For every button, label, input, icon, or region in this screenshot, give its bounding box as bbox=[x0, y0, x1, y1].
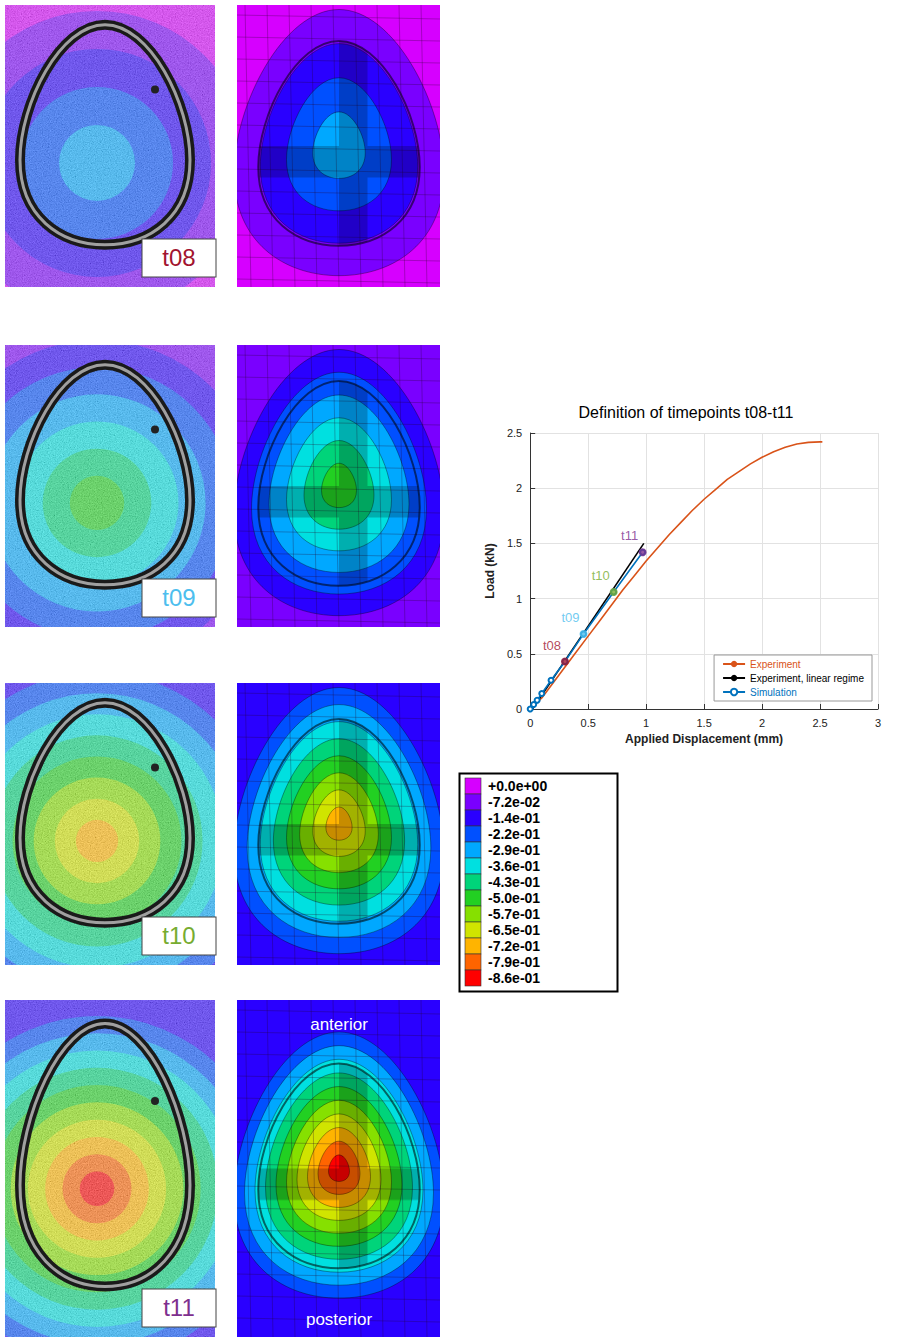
svg-text:t08: t08 bbox=[543, 638, 561, 653]
svg-text:Load (kN): Load (kN) bbox=[483, 543, 497, 598]
svg-text:-2.2e-01: -2.2e-01 bbox=[488, 826, 540, 842]
svg-text:Simulation: Simulation bbox=[750, 687, 797, 698]
svg-text:-7.2e-02: -7.2e-02 bbox=[488, 794, 540, 810]
svg-text:2: 2 bbox=[516, 482, 522, 494]
svg-text:t09: t09 bbox=[561, 610, 579, 625]
svg-text:-1.4e-01: -1.4e-01 bbox=[488, 810, 540, 826]
svg-text:Applied Displacement (mm): Applied Displacement (mm) bbox=[625, 732, 783, 746]
svg-text:-4.3e-01: -4.3e-01 bbox=[488, 874, 540, 890]
svg-text:1.5: 1.5 bbox=[696, 717, 711, 729]
svg-text:2.5: 2.5 bbox=[507, 427, 522, 439]
svg-text:Definition of timepoints t08-t: Definition of timepoints t08-t11 bbox=[579, 404, 794, 421]
svg-text:t10: t10 bbox=[592, 568, 610, 583]
svg-text:1: 1 bbox=[516, 593, 522, 605]
svg-text:1: 1 bbox=[643, 717, 649, 729]
svg-text:-5.7e-01: -5.7e-01 bbox=[488, 906, 540, 922]
svg-text:Experiment, linear regime: Experiment, linear regime bbox=[750, 673, 864, 684]
svg-text:-6.5e-01: -6.5e-01 bbox=[488, 922, 540, 938]
svg-text:t11: t11 bbox=[163, 1294, 195, 1321]
svg-text:0: 0 bbox=[527, 717, 533, 729]
svg-text:0: 0 bbox=[516, 703, 522, 715]
svg-text:1.5: 1.5 bbox=[507, 537, 522, 549]
svg-text:posterior: posterior bbox=[306, 1310, 372, 1329]
svg-text:-7.9e-01: -7.9e-01 bbox=[488, 954, 540, 970]
svg-text:Experiment: Experiment bbox=[750, 659, 801, 670]
svg-text:t09: t09 bbox=[162, 584, 195, 611]
svg-text:+0.0e+00: +0.0e+00 bbox=[488, 778, 547, 794]
svg-text:t10: t10 bbox=[162, 922, 195, 949]
svg-text:3: 3 bbox=[875, 717, 881, 729]
svg-text:anterior: anterior bbox=[310, 1015, 368, 1034]
svg-text:-2.9e-01: -2.9e-01 bbox=[488, 842, 540, 858]
svg-text:0.5: 0.5 bbox=[507, 648, 522, 660]
svg-text:t11: t11 bbox=[621, 528, 638, 543]
svg-text:-3.6e-01: -3.6e-01 bbox=[488, 858, 540, 874]
svg-text:-8.6e-01: -8.6e-01 bbox=[488, 970, 540, 986]
svg-text:2: 2 bbox=[759, 717, 765, 729]
svg-text:t08: t08 bbox=[162, 244, 195, 271]
svg-text:0.5: 0.5 bbox=[581, 717, 596, 729]
svg-text:-7.2e-01: -7.2e-01 bbox=[488, 938, 540, 954]
svg-text:-5.0e-01: -5.0e-01 bbox=[488, 890, 540, 906]
svg-text:2.5: 2.5 bbox=[812, 717, 827, 729]
